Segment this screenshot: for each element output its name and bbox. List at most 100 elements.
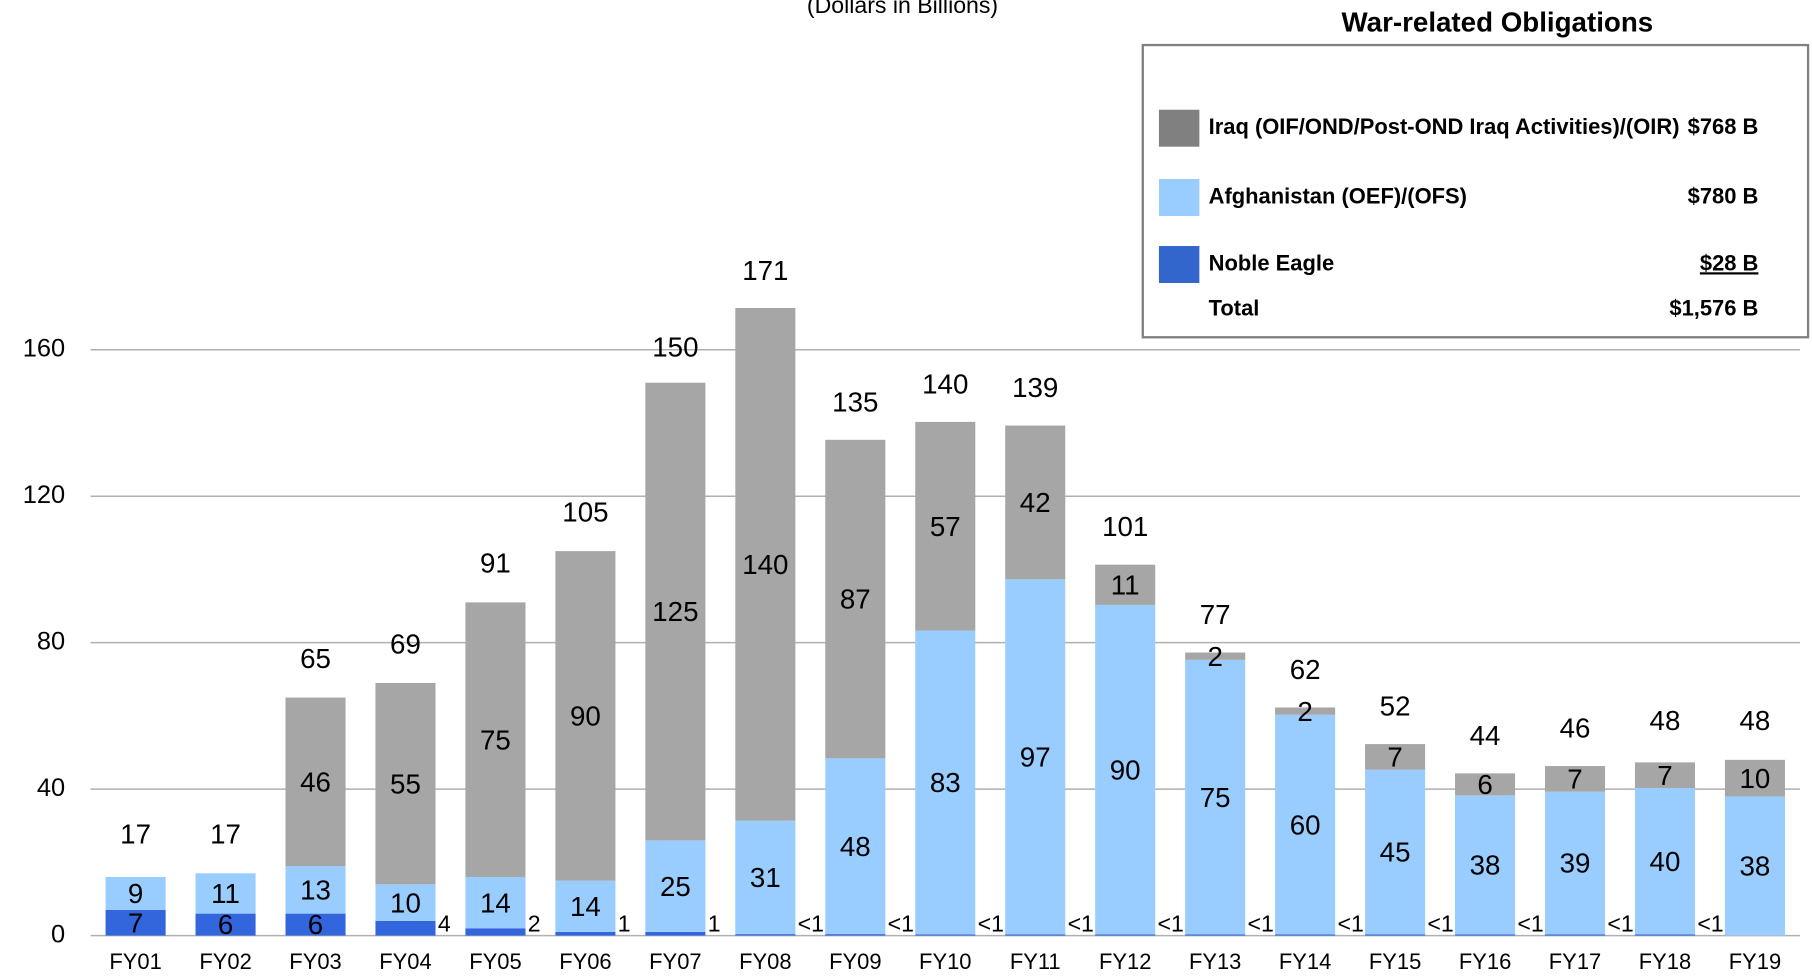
value-label: 4 [438, 910, 451, 936]
value-label: 46 [300, 766, 331, 797]
x-tick-label: FY11 [1010, 949, 1061, 974]
value-label: 2 [1297, 696, 1312, 727]
total-label: 44 [1470, 720, 1501, 751]
total-label: 91 [480, 548, 511, 579]
bar-segment [1544, 934, 1606, 936]
x-tick-label: FY17 [1549, 949, 1601, 974]
y-tick-label: 120 [23, 481, 65, 509]
x-tick-label: FY06 [559, 949, 611, 974]
x-tick-label: FY15 [1369, 949, 1421, 974]
bar-segment [825, 934, 886, 936]
bar-segment [105, 909, 166, 936]
value-label: 97 [1020, 742, 1051, 773]
bar-segment [1095, 934, 1156, 936]
bar-segment [465, 602, 526, 877]
bar-segment [1185, 659, 1246, 935]
y-tick-label: 160 [23, 334, 65, 362]
total-label: 105 [562, 496, 608, 527]
bar-segment [555, 880, 616, 932]
bar-segment [555, 551, 616, 881]
bar-segment [825, 439, 886, 759]
value-label: 6 [1477, 769, 1492, 800]
value-label: <1 [1068, 910, 1094, 936]
bar-segment [1095, 564, 1156, 605]
bar-segment [1275, 707, 1336, 715]
bar-segment [735, 308, 796, 821]
x-tick-label: FY19 [1729, 949, 1781, 974]
value-label: 75 [1200, 782, 1231, 813]
total-label: 62 [1290, 654, 1321, 685]
value-label: 1 [708, 910, 721, 936]
value-label: 90 [570, 701, 601, 732]
bar-segment [1544, 791, 1606, 935]
x-tick-label: FY07 [649, 949, 701, 974]
bar-segment [1275, 934, 1336, 936]
total-label: 17 [120, 819, 151, 850]
total-label: 139 [1012, 372, 1058, 403]
total-label: 46 [1560, 713, 1591, 744]
value-label: 6 [218, 909, 233, 940]
bar-segment [825, 758, 886, 935]
value-label: <1 [798, 910, 824, 936]
value-label: <1 [1427, 910, 1453, 936]
value-label: 42 [1020, 487, 1051, 518]
value-label: 25 [660, 871, 691, 902]
legend-total-label: Total [1209, 295, 1260, 320]
bar-segment [915, 630, 976, 935]
value-label: <1 [1697, 910, 1723, 936]
value-label: 7 [1567, 764, 1582, 795]
value-label: 60 [1290, 809, 1321, 840]
value-label: 48 [840, 831, 871, 862]
bar-segment [465, 876, 526, 929]
value-label: 38 [1740, 851, 1771, 882]
value-label: 7 [1387, 742, 1402, 773]
value-label: 125 [652, 596, 698, 627]
bar-segment [1365, 934, 1426, 936]
value-label: 11 [211, 878, 240, 909]
value-label: 45 [1380, 837, 1411, 868]
bar-segment [1185, 934, 1246, 936]
bar-segment [285, 913, 346, 936]
bar-segment [735, 820, 796, 935]
value-label: <1 [1248, 910, 1274, 936]
bar-segment [1275, 714, 1336, 935]
value-label: <1 [1158, 910, 1184, 936]
x-tick-label: FY09 [829, 949, 881, 974]
total-label: 48 [1740, 705, 1771, 736]
value-label: 10 [1740, 763, 1771, 794]
bar-segment [375, 682, 436, 885]
bar-segment [195, 873, 256, 914]
bar-segment [1724, 796, 1785, 936]
bar-segment [555, 931, 616, 936]
legend-amount: $780 B [1688, 183, 1759, 208]
total-label: 77 [1200, 599, 1231, 630]
value-label: <1 [888, 910, 914, 936]
value-label: 10 [390, 887, 421, 918]
bar-segment [1365, 769, 1426, 935]
value-label: 2 [1207, 641, 1222, 672]
total-label: 65 [300, 643, 331, 674]
bar-segment [285, 866, 346, 914]
bar-segment [1724, 759, 1785, 797]
value-label: 140 [742, 549, 788, 580]
bar-segment [1455, 773, 1516, 796]
bar-segment [1455, 795, 1516, 935]
value-label: <1 [1517, 910, 1543, 936]
bar-segment [285, 697, 346, 867]
bar-segment [1634, 934, 1696, 936]
value-label: 87 [840, 584, 871, 615]
value-label: <1 [1607, 910, 1633, 936]
y-tick-label: 0 [51, 920, 65, 948]
bar-segment [1095, 604, 1156, 935]
value-label: 40 [1650, 846, 1681, 877]
value-label: 31 [750, 862, 781, 893]
bar-segment [195, 913, 256, 936]
bar-segment [645, 840, 706, 932]
value-label: 57 [930, 511, 961, 542]
x-tick-label: FY10 [919, 949, 971, 974]
total-label: 101 [1102, 511, 1148, 542]
legend-box [1141, 43, 1810, 339]
value-label: 39 [1560, 848, 1591, 879]
value-label: <1 [1337, 910, 1363, 936]
value-label: 90 [1110, 754, 1141, 785]
